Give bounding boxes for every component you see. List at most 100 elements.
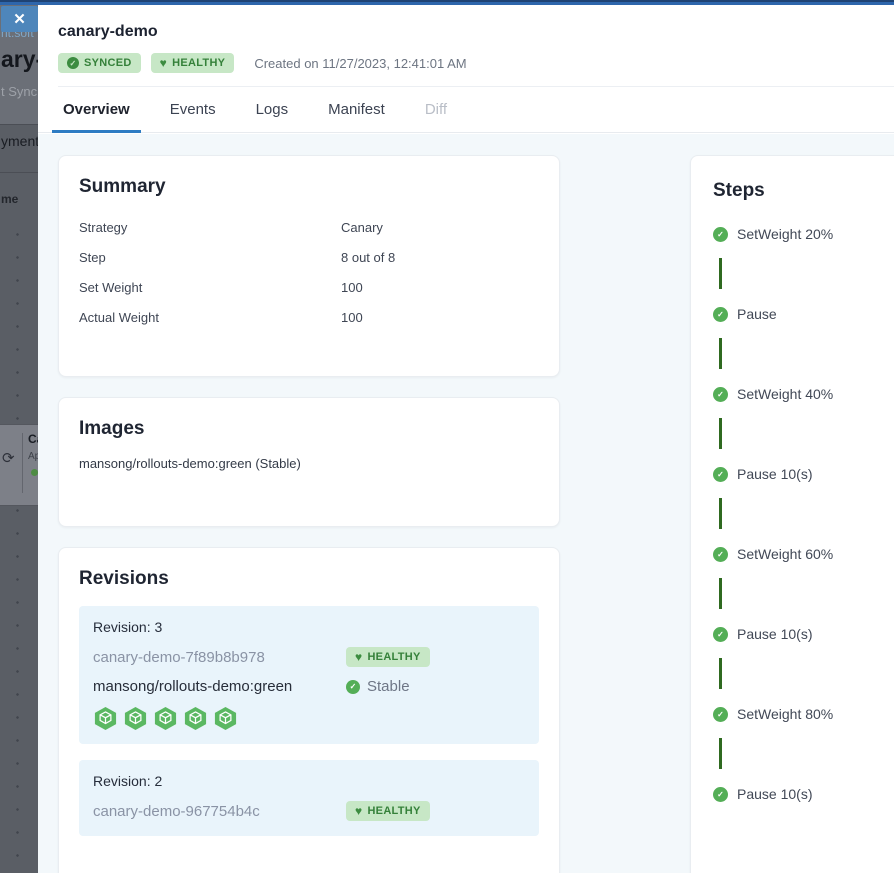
- page-title: canary-demo: [58, 23, 158, 40]
- pod-icon[interactable]: [153, 706, 178, 731]
- step-check-icon: ✓: [713, 786, 728, 802]
- pod-icon[interactable]: [183, 706, 208, 731]
- step-check-icon: ✓: [713, 706, 728, 722]
- panel-header: canary-demo ✓ SYNCED ♥ HEALTHY Created o…: [38, 5, 894, 87]
- summary-title: Summary: [79, 176, 166, 197]
- status-badge-row: ✓ SYNCED ♥ HEALTHY Created on 11/27/2023…: [58, 53, 894, 87]
- tab-events[interactable]: Events: [169, 101, 216, 118]
- steps-card: Steps ✓ SetWeight 20% ✓ Pause ✓ SetWeigh…: [690, 155, 894, 873]
- revision-name: Revision: 3: [93, 619, 163, 635]
- summary-row-set-weight: Set Weight 100: [79, 272, 539, 302]
- step-label: SetWeight 40%: [737, 386, 834, 402]
- summary-row-step: Step 8 out of 8: [79, 242, 539, 272]
- image-stable-status: ✓ Stable: [346, 678, 525, 695]
- background-dot-grid: [0, 215, 38, 873]
- pod-row: [93, 706, 525, 731]
- tab-logs[interactable]: Logs: [255, 101, 289, 118]
- background-card-subtitle: Ap: [28, 451, 38, 462]
- steps-title: Steps: [713, 180, 765, 201]
- divider: [22, 433, 23, 493]
- summary-label: Strategy: [79, 219, 128, 235]
- step-item: ✓ Pause 10(s): [713, 625, 894, 643]
- check-circle-icon: ✓: [346, 679, 360, 694]
- created-timestamp: Created on 11/27/2023, 12:41:01 AM: [254, 55, 467, 71]
- background-sync-fragment: t Sync: [1, 84, 38, 99]
- summary-label: Set Weight: [79, 279, 143, 295]
- step-label: SetWeight 80%: [737, 706, 834, 722]
- step-check-icon: ✓: [713, 306, 728, 322]
- step-connector: [719, 578, 722, 609]
- step-item: ✓ SetWeight 60%: [713, 545, 894, 563]
- revisions-title: Revisions: [79, 568, 169, 589]
- sync-arrows-icon: ⟳: [2, 450, 15, 467]
- step-connector: [719, 338, 722, 369]
- rollout-details-panel: canary-demo ✓ SYNCED ♥ HEALTHY Created o…: [38, 5, 894, 873]
- revision-health-badge: ♥ HEALTHY: [346, 801, 430, 821]
- summary-value: Canary: [341, 219, 383, 235]
- background-section-fragment: yment: [1, 133, 38, 149]
- summary-card: Summary Strategy Canary Step 8 out of 8 …: [58, 155, 560, 377]
- background-card-title: Ca: [28, 432, 38, 446]
- step-label: Pause: [737, 306, 777, 322]
- sync-status-label: SYNCED: [84, 57, 132, 69]
- pod-icon[interactable]: [123, 706, 148, 731]
- step-connector: [719, 738, 722, 769]
- pod-icon[interactable]: [93, 706, 118, 731]
- step-check-icon: ✓: [713, 226, 728, 242]
- revisions-card: Revisions Revision: 3 canary-demo-7f89b8…: [58, 547, 560, 873]
- left-column: Summary Strategy Canary Step 8 out of 8 …: [58, 155, 560, 873]
- step-label: Pause 10(s): [737, 466, 813, 482]
- replicaset-name: canary-demo-7f89b8b978: [93, 648, 265, 666]
- step-check-icon: ✓: [713, 546, 728, 562]
- stable-label: Stable: [367, 678, 410, 695]
- step-item: ✓ SetWeight 80%: [713, 705, 894, 723]
- health-status-label: HEALTHY: [172, 57, 226, 69]
- summary-rows: Strategy Canary Step 8 out of 8 Set Weig…: [79, 212, 539, 332]
- step-check-icon: ✓: [713, 386, 728, 402]
- tab-overview[interactable]: Overview: [52, 87, 141, 133]
- dimmed-backdrop[interactable]: nt:soft ary- t Sync yment me ⟳ Ca Ap: [0, 0, 38, 873]
- image-item: mansong/rollouts-demo:green (Stable): [79, 456, 301, 471]
- close-button[interactable]: ✕: [1, 6, 38, 32]
- step-item: ✓ SetWeight 20%: [713, 225, 894, 243]
- background-divider: [0, 172, 38, 173]
- pod-icon[interactable]: [213, 706, 238, 731]
- summary-label: Actual Weight: [79, 309, 159, 325]
- tab-diff: Diff: [424, 101, 448, 118]
- summary-value: 8 out of 8: [341, 249, 396, 265]
- check-circle-icon: ✓: [67, 57, 79, 69]
- revision-health-badge: ♥ HEALTHY: [346, 647, 430, 667]
- summary-label: Step: [79, 249, 106, 265]
- revision-replicaset-row: canary-demo-7f89b8b978 ♥ HEALTHY: [93, 647, 525, 667]
- sync-status-badge: ✓ SYNCED: [58, 53, 141, 73]
- health-status-badge: ♥ HEALTHY: [150, 53, 235, 73]
- step-check-icon: ✓: [713, 626, 728, 642]
- revision-image-row: mansong/rollouts-demo:green ✓ Stable: [93, 678, 525, 695]
- step-item: ✓ SetWeight 40%: [713, 385, 894, 403]
- tab-manifest[interactable]: Manifest: [328, 101, 385, 118]
- revision-health-label: HEALTHY: [367, 651, 421, 663]
- revision-image: mansong/rollouts-demo:green: [93, 678, 293, 695]
- revision-item-2: Revision: 2 canary-demo-967754b4c ♥ HEAL…: [79, 760, 539, 836]
- images-title: Images: [79, 418, 145, 439]
- step-label: SetWeight 60%: [737, 546, 834, 562]
- summary-row-actual-weight: Actual Weight 100: [79, 302, 539, 332]
- step-check-icon: ✓: [713, 466, 728, 482]
- summary-value: 100: [341, 279, 363, 295]
- steps-list: ✓ SetWeight 20% ✓ Pause ✓ SetWeight 40% …: [713, 225, 894, 803]
- overview-tab-content: Summary Strategy Canary Step 8 out of 8 …: [38, 134, 894, 873]
- step-item: ✓ Pause 10(s): [713, 465, 894, 483]
- revision-replicaset-row: canary-demo-967754b4c ♥ HEALTHY: [93, 801, 525, 821]
- health-dot-icon: [31, 469, 38, 476]
- replicaset-name: canary-demo-967754b4c: [93, 802, 260, 820]
- heart-icon: ♥: [355, 650, 363, 664]
- close-icon: ✕: [13, 11, 26, 28]
- step-connector: [719, 418, 722, 449]
- step-item: ✓ Pause: [713, 305, 894, 323]
- summary-value: 100: [341, 309, 363, 325]
- images-card: Images mansong/rollouts-demo:green (Stab…: [58, 397, 560, 527]
- step-connector: [719, 258, 722, 289]
- step-label: Pause 10(s): [737, 786, 813, 802]
- panel-top-bar: [0, 0, 894, 5]
- revision-item-3: Revision: 3 canary-demo-7f89b8b978 ♥ HEA…: [79, 606, 539, 744]
